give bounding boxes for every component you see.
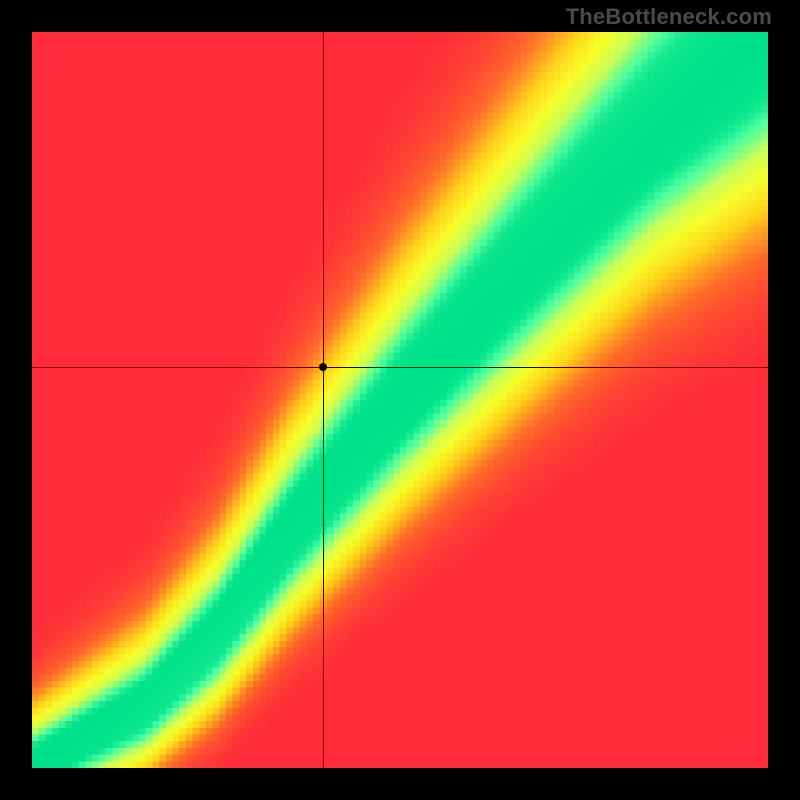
marker-dot	[319, 363, 327, 371]
plot-area	[32, 32, 768, 768]
chart-container: TheBottleneck.com	[0, 0, 800, 800]
heatmap-canvas	[32, 32, 768, 768]
crosshair-horizontal	[32, 367, 768, 368]
watermark-text: TheBottleneck.com	[566, 4, 772, 30]
crosshair-vertical	[323, 32, 324, 768]
